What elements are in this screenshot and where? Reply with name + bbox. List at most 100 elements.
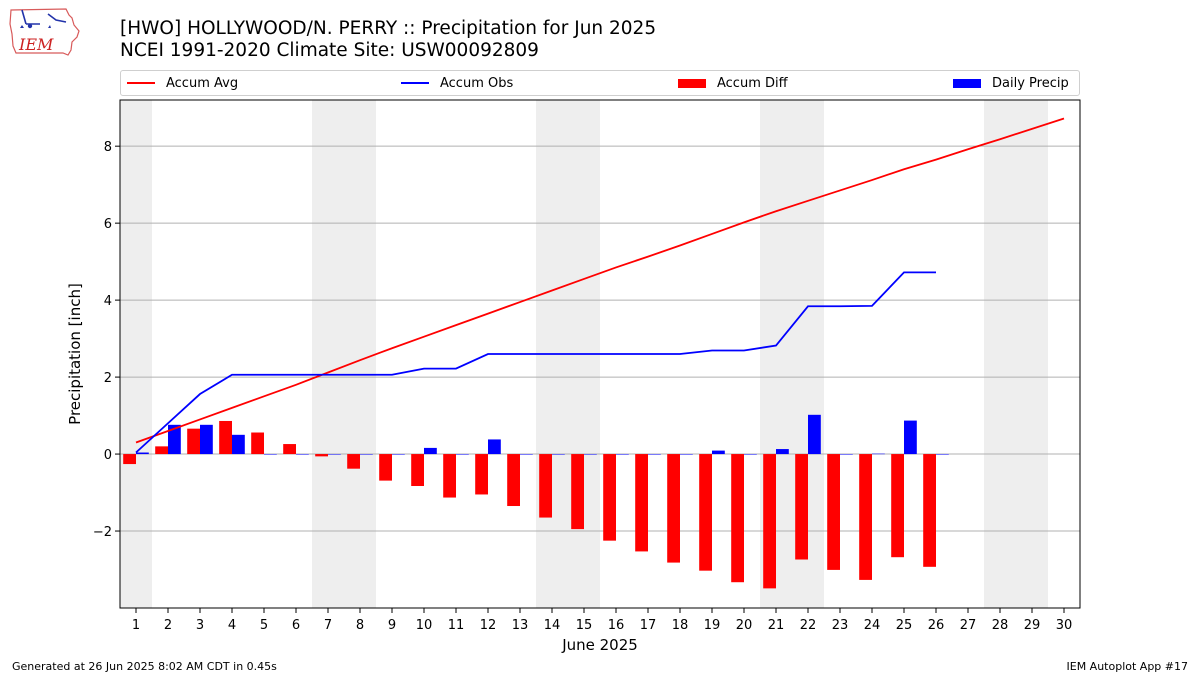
diff-bar-day-10 xyxy=(411,454,424,487)
diff-bar-day-24 xyxy=(859,454,872,580)
legend-swatch-accum-obs xyxy=(401,82,429,84)
y-tick-label-3: 4 xyxy=(104,294,112,309)
precip-bar-day-26 xyxy=(936,454,949,455)
weather-station-icon xyxy=(21,9,67,25)
diff-bar-day-2 xyxy=(155,446,168,455)
weekend-shade-day-8 xyxy=(344,100,376,608)
x-tick-label-11: 11 xyxy=(448,618,465,633)
x-tick-label-12: 12 xyxy=(480,618,497,633)
footer-app: IEM Autoplot App #17 xyxy=(1066,660,1189,673)
precip-bar-day-2 xyxy=(168,424,181,455)
x-tick-label-20: 20 xyxy=(736,618,753,633)
x-tick-label-15: 15 xyxy=(576,618,593,633)
x-axis-label: June 2025 xyxy=(561,636,638,654)
x-tick-label-18: 18 xyxy=(672,618,689,633)
precip-bar-day-10 xyxy=(424,447,437,455)
precip-bar-day-3 xyxy=(200,424,213,455)
accum-obs-line xyxy=(135,271,936,454)
diff-bar-day-25 xyxy=(891,454,904,558)
precip-bar-day-17 xyxy=(648,454,661,455)
x-tick-label-26: 26 xyxy=(928,618,945,633)
y-axis-label: Precipitation [inch] xyxy=(66,283,84,425)
x-tick-label-28: 28 xyxy=(992,618,1009,633)
diff-bar-day-22 xyxy=(795,454,808,560)
precip-bar-day-7 xyxy=(328,454,341,455)
diff-bar-day-6 xyxy=(283,444,296,455)
x-tick-label-17: 17 xyxy=(640,618,657,633)
x-tick-label-4: 4 xyxy=(228,618,236,633)
y-tick-label-4: 6 xyxy=(104,217,112,232)
diff-bar-day-1 xyxy=(123,454,136,465)
legend-item-accum-avg: Accum Avg xyxy=(127,71,238,95)
x-tick-label-13: 13 xyxy=(512,618,529,633)
y-tick-label-1: 0 xyxy=(104,448,112,463)
y-tick-label-2: 2 xyxy=(104,371,112,386)
x-tick-label-6: 6 xyxy=(292,618,300,633)
x-tick-label-16: 16 xyxy=(608,618,625,633)
precip-bar-day-11 xyxy=(456,454,469,455)
legend-item-accum-diff: Accum Diff xyxy=(678,71,788,95)
diff-bar-day-23 xyxy=(827,454,840,570)
diff-bar-day-11 xyxy=(443,454,456,498)
x-tick-label-27: 27 xyxy=(960,618,977,633)
x-tick-label-21: 21 xyxy=(768,618,785,633)
y-tick-label-5: 8 xyxy=(104,140,112,155)
precip-bar-day-24 xyxy=(872,453,885,455)
x-tick-label-14: 14 xyxy=(544,618,561,633)
precip-bar-day-15 xyxy=(584,454,597,455)
weekend-shade-day-1 xyxy=(120,100,152,608)
diff-bar-day-20 xyxy=(731,454,744,583)
precip-bar-day-22 xyxy=(808,414,821,455)
diff-bar-day-15 xyxy=(571,454,584,530)
weekend-shade-day-7 xyxy=(312,100,344,608)
legend-swatch-daily-precip xyxy=(953,78,981,88)
x-tick-label-10: 10 xyxy=(416,618,433,633)
x-tick-label-8: 8 xyxy=(356,618,364,633)
x-tick-label-25: 25 xyxy=(896,618,913,633)
diff-bar-day-7 xyxy=(315,454,328,457)
precip-bar-day-23 xyxy=(840,454,853,455)
x-tick-label-23: 23 xyxy=(832,618,849,633)
legend: Accum Avg Accum Obs Accum Diff Daily Pre… xyxy=(120,70,1080,96)
x-tick-label-30: 30 xyxy=(1056,618,1073,633)
precip-bar-day-16 xyxy=(616,454,629,455)
legend-swatch-accum-avg xyxy=(127,82,155,84)
diff-bar-day-3 xyxy=(187,428,200,455)
x-tick-label-2: 2 xyxy=(164,618,172,633)
diff-bar-day-9 xyxy=(379,454,392,481)
diff-bar-day-19 xyxy=(699,454,712,571)
footer-generated: Generated at 26 Jun 2025 8:02 AM CDT in … xyxy=(12,660,277,673)
precip-bar-day-12 xyxy=(488,439,501,455)
legend-label-accum-obs: Accum Obs xyxy=(440,75,514,91)
iem-logo: IEM xyxy=(9,8,80,56)
x-tick-label-9: 9 xyxy=(388,618,396,633)
bars xyxy=(123,414,949,589)
iowa-outline-icon xyxy=(9,8,80,56)
x-tick-label-29: 29 xyxy=(1024,618,1041,633)
precip-bar-day-9 xyxy=(392,454,405,455)
precip-bar-day-13 xyxy=(520,454,533,455)
diff-bar-day-8 xyxy=(347,454,360,469)
diff-bar-day-5 xyxy=(251,432,264,455)
grid-lines xyxy=(120,145,1080,532)
x-tick-label-7: 7 xyxy=(324,618,332,633)
diff-bar-day-21 xyxy=(763,454,776,589)
diff-bar-day-17 xyxy=(635,454,648,552)
series-lines xyxy=(135,117,1065,454)
diff-bar-day-14 xyxy=(539,454,552,518)
logo-text: IEM xyxy=(18,35,54,54)
legend-swatch-accum-diff xyxy=(678,78,706,88)
diff-bar-day-4 xyxy=(219,420,232,455)
weekend-shade-day-28 xyxy=(984,100,1016,608)
legend-label-accum-diff: Accum Diff xyxy=(717,75,788,91)
precip-bar-day-19 xyxy=(712,450,725,455)
y-tick-label-0: −2 xyxy=(93,525,112,540)
diff-bar-day-12 xyxy=(475,454,488,495)
weekend-shade-day-29 xyxy=(1016,100,1048,608)
precip-bar-day-1 xyxy=(136,452,149,455)
precip-bar-day-8 xyxy=(360,454,373,455)
x-tick-label-1: 1 xyxy=(132,618,140,633)
precip-bar-day-6 xyxy=(296,454,309,455)
